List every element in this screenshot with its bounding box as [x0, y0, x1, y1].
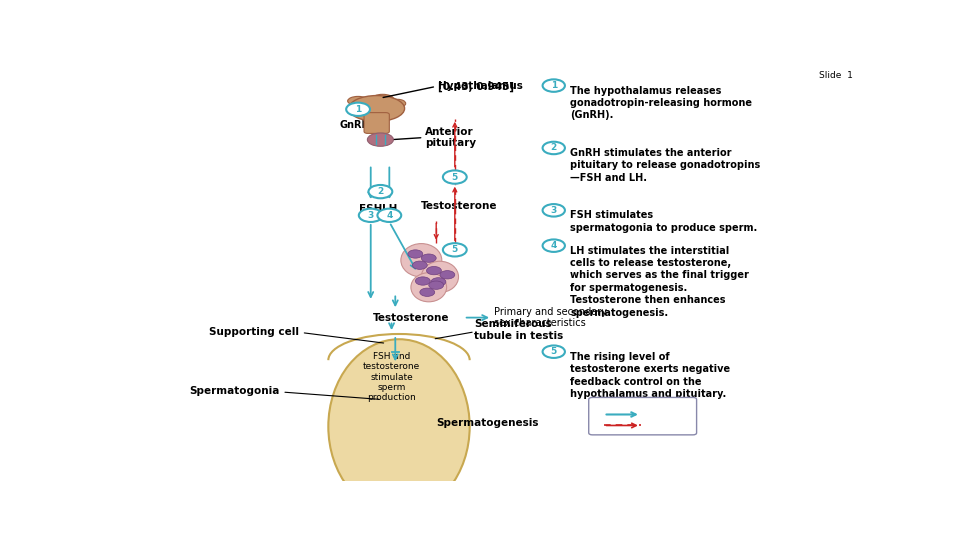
Text: [0.43, 0.945]: [0.43, 0.945]: [439, 82, 515, 92]
Text: FSH and
testosterone
stimulate
sperm
production: FSH and testosterone stimulate sperm pro…: [363, 352, 420, 402]
Text: The rising level of
testosterone exerts negative
feedback control on the
hypotha: The rising level of testosterone exerts …: [570, 352, 731, 399]
Ellipse shape: [348, 97, 369, 105]
Text: Primary and secondary
sex characteristics: Primary and secondary sex characteristic…: [494, 307, 608, 328]
Text: 3: 3: [368, 211, 373, 220]
Text: Spermatogonia: Spermatogonia: [189, 386, 280, 396]
Text: The hypothalamus releases
gonadotropin-releasing hormone
(GnRH).: The hypothalamus releases gonadotropin-r…: [570, 85, 752, 120]
Text: 4: 4: [551, 241, 557, 250]
Ellipse shape: [368, 133, 394, 146]
Text: 3: 3: [551, 206, 557, 215]
Circle shape: [416, 277, 430, 285]
Text: 4: 4: [386, 211, 393, 220]
Circle shape: [369, 185, 393, 198]
Text: 5: 5: [451, 173, 458, 181]
Text: 1: 1: [355, 105, 361, 114]
Circle shape: [413, 261, 427, 269]
Ellipse shape: [401, 244, 442, 277]
Circle shape: [542, 204, 564, 217]
Text: Anterior
pituitary: Anterior pituitary: [425, 127, 476, 148]
FancyBboxPatch shape: [588, 397, 697, 435]
Text: GnRH: GnRH: [339, 120, 370, 130]
Text: 5: 5: [451, 245, 458, 254]
Circle shape: [347, 103, 370, 116]
Text: 1: 1: [551, 81, 557, 90]
Circle shape: [542, 79, 564, 92]
Ellipse shape: [372, 94, 394, 104]
Text: Spermatogenesis: Spermatogenesis: [436, 418, 539, 428]
Circle shape: [420, 288, 435, 296]
Circle shape: [429, 281, 444, 289]
Text: Inhibits: Inhibits: [644, 421, 681, 430]
Text: 2: 2: [377, 187, 384, 196]
Text: Hypothalamus: Hypothalamus: [439, 82, 523, 91]
Text: 5: 5: [551, 347, 557, 356]
Text: LH: LH: [382, 204, 397, 214]
Ellipse shape: [421, 261, 459, 293]
Circle shape: [542, 346, 564, 358]
Text: KEY:: KEY:: [598, 404, 623, 414]
Circle shape: [431, 278, 445, 286]
Text: Slide  1: Slide 1: [819, 71, 852, 80]
Text: FSH stimulates
spermatogonia to produce sperm.: FSH stimulates spermatogonia to produce …: [570, 210, 757, 233]
Text: 2: 2: [551, 144, 557, 152]
Ellipse shape: [411, 273, 446, 302]
Circle shape: [440, 271, 455, 279]
Ellipse shape: [390, 99, 406, 107]
Circle shape: [408, 250, 422, 258]
FancyBboxPatch shape: [364, 113, 390, 133]
Circle shape: [421, 254, 436, 262]
Text: Stimulates: Stimulates: [644, 409, 697, 420]
Ellipse shape: [328, 339, 469, 514]
Text: Testosterone: Testosterone: [372, 313, 449, 322]
Circle shape: [377, 208, 401, 222]
Circle shape: [443, 243, 467, 256]
Circle shape: [443, 171, 467, 184]
Text: LH stimulates the interstitial
cells to release testosterone,
which serves as th: LH stimulates the interstitial cells to …: [570, 246, 749, 318]
Ellipse shape: [348, 96, 404, 122]
Text: Supporting cell: Supporting cell: [208, 327, 299, 337]
Text: Seminiferous
tubule in testis: Seminiferous tubule in testis: [474, 319, 564, 341]
Circle shape: [542, 239, 564, 252]
Circle shape: [542, 141, 564, 154]
Circle shape: [359, 208, 383, 222]
Circle shape: [426, 266, 442, 275]
Text: GnRH stimulates the anterior
pituitary to release gonadotropins
—FSH and LH.: GnRH stimulates the anterior pituitary t…: [570, 148, 760, 183]
Text: FSH: FSH: [359, 204, 382, 214]
Text: Testosterone: Testosterone: [421, 201, 498, 211]
